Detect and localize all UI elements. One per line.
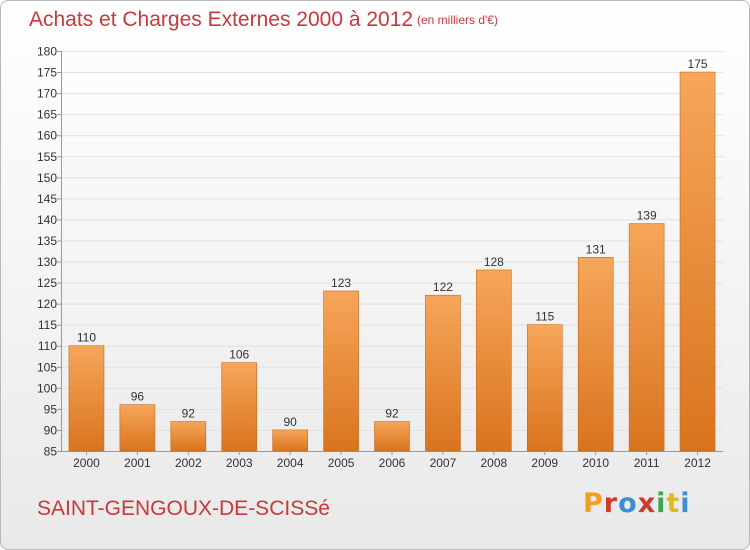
- x-tick-label: 2001: [124, 456, 151, 470]
- data-label: 123: [331, 276, 351, 290]
- x-tick-label: 2010: [582, 456, 609, 470]
- bar-2000: [68, 345, 105, 452]
- y-tick-label: 105: [37, 360, 57, 374]
- logo-letter: P: [583, 488, 604, 519]
- data-label: 92: [182, 407, 196, 421]
- bar-2002: [170, 421, 207, 452]
- data-label: 139: [637, 209, 657, 223]
- y-tick-label: 120: [37, 297, 57, 311]
- proxiti-logo: Proxiti: [583, 488, 691, 519]
- data-label: 92: [385, 407, 399, 421]
- y-tick-label: 100: [37, 381, 57, 395]
- data-label: 128: [484, 255, 504, 269]
- logo-letter: t: [666, 488, 681, 519]
- chart-subtitle: (en milliers d'€): [417, 13, 498, 27]
- y-tick-label: 175: [37, 66, 57, 80]
- bar-2011: [628, 223, 665, 452]
- bar-2009: [526, 324, 563, 452]
- x-tick-label: 2008: [480, 456, 507, 470]
- logo-letter: i: [680, 488, 691, 519]
- bar-2008: [476, 269, 512, 452]
- y-tick-label: 150: [37, 171, 57, 185]
- data-labels: 110 96 92 106 90 123 92 122 128 115 131 139 175: [77, 57, 708, 429]
- bar-2010: [577, 257, 614, 452]
- bar-2012: [679, 71, 716, 452]
- bar-2005: [323, 290, 359, 452]
- bar-2001: [119, 404, 156, 452]
- bar-2007: [425, 294, 461, 452]
- grid-lines: [61, 51, 723, 431]
- x-tick-label: 2012: [684, 456, 711, 470]
- y-tick-label: 155: [37, 150, 57, 164]
- y-tick-label: 165: [37, 108, 57, 122]
- data-label: 96: [131, 390, 145, 404]
- x-tick-label: 2011: [634, 456, 660, 470]
- data-label: 122: [433, 280, 453, 294]
- logo-letter: r: [603, 488, 619, 519]
- data-label: 175: [688, 57, 708, 71]
- y-tick-label: 135: [37, 234, 57, 248]
- y-tick-label: 115: [38, 318, 57, 332]
- x-tick-label: 2009: [531, 456, 558, 470]
- bar-2006: [374, 421, 410, 452]
- x-tick-label: 2003: [226, 456, 253, 470]
- data-label: 90: [283, 415, 297, 429]
- bar-2004: [272, 429, 308, 452]
- data-label: 106: [229, 348, 249, 362]
- logo-letter: o: [618, 488, 638, 519]
- x-tick-label: 2005: [328, 456, 355, 470]
- axes: 85 90 95 100 105 110 115 120 125 130 135 140 145 150 1…: [37, 45, 723, 470]
- y-tick-label: 170: [37, 87, 57, 101]
- y-tick-label: 110: [38, 339, 57, 353]
- bar-2003: [221, 362, 258, 452]
- y-tick-label: 95: [44, 402, 58, 416]
- data-label: 110: [77, 331, 96, 345]
- x-tick-label: 2002: [175, 456, 202, 470]
- x-tick-label: 2000: [73, 456, 100, 470]
- y-tick-label: 90: [44, 423, 58, 437]
- chart-title: Achats et Charges Externes 2000 à 2012: [29, 8, 414, 31]
- y-tick-label: 160: [37, 129, 57, 143]
- x-tick-label: 2006: [379, 456, 406, 470]
- logo-letter: x: [637, 488, 657, 519]
- logo-letter: i: [656, 488, 667, 519]
- y-tick-label: 85: [44, 445, 58, 459]
- data-label: 115: [535, 310, 554, 324]
- y-tick-label: 145: [37, 192, 57, 206]
- y-tick-label: 180: [37, 45, 57, 59]
- y-tick-label: 140: [37, 213, 57, 227]
- y-tick-label: 125: [37, 276, 57, 290]
- commune-name: SAINT-GENGOUX-DE-SCISSé: [37, 497, 330, 520]
- x-tick-label: 2004: [277, 456, 304, 470]
- y-tick-label: 130: [37, 255, 57, 269]
- data-label: 131: [586, 242, 606, 256]
- x-tick-label: 2007: [430, 456, 457, 470]
- bars: [68, 71, 716, 452]
